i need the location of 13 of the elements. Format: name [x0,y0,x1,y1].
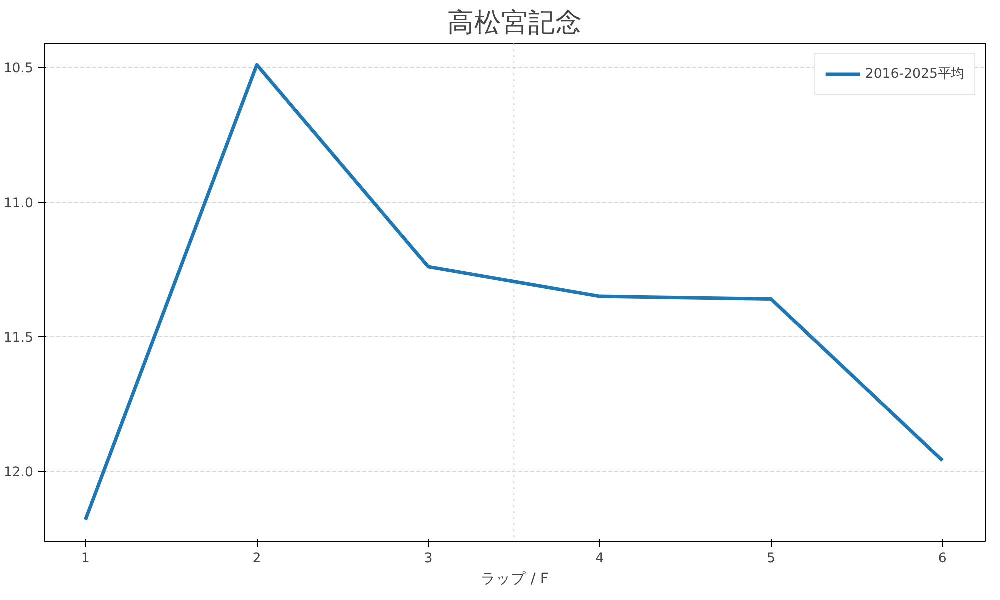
legend-label: 2016-2025平均 [865,66,964,83]
x-tick-label: 6 [938,552,947,566]
x-tick-label: 2 [252,552,262,566]
x-axis-title: ラップ / F [481,570,549,588]
y-tick-label: 12.0 [4,466,34,481]
y-tick-label: 10.5 [4,62,34,77]
x-tick-label: 4 [596,552,604,566]
x-tick-label: 1 [81,552,90,566]
y-tick-label: 11.5 [4,330,34,346]
x-tick-label: 5 [767,552,776,566]
chart-title: 高松宮記念 [448,8,582,38]
x-tick-label: 3 [424,552,433,566]
y-tick-label: 11.0 [4,196,34,212]
